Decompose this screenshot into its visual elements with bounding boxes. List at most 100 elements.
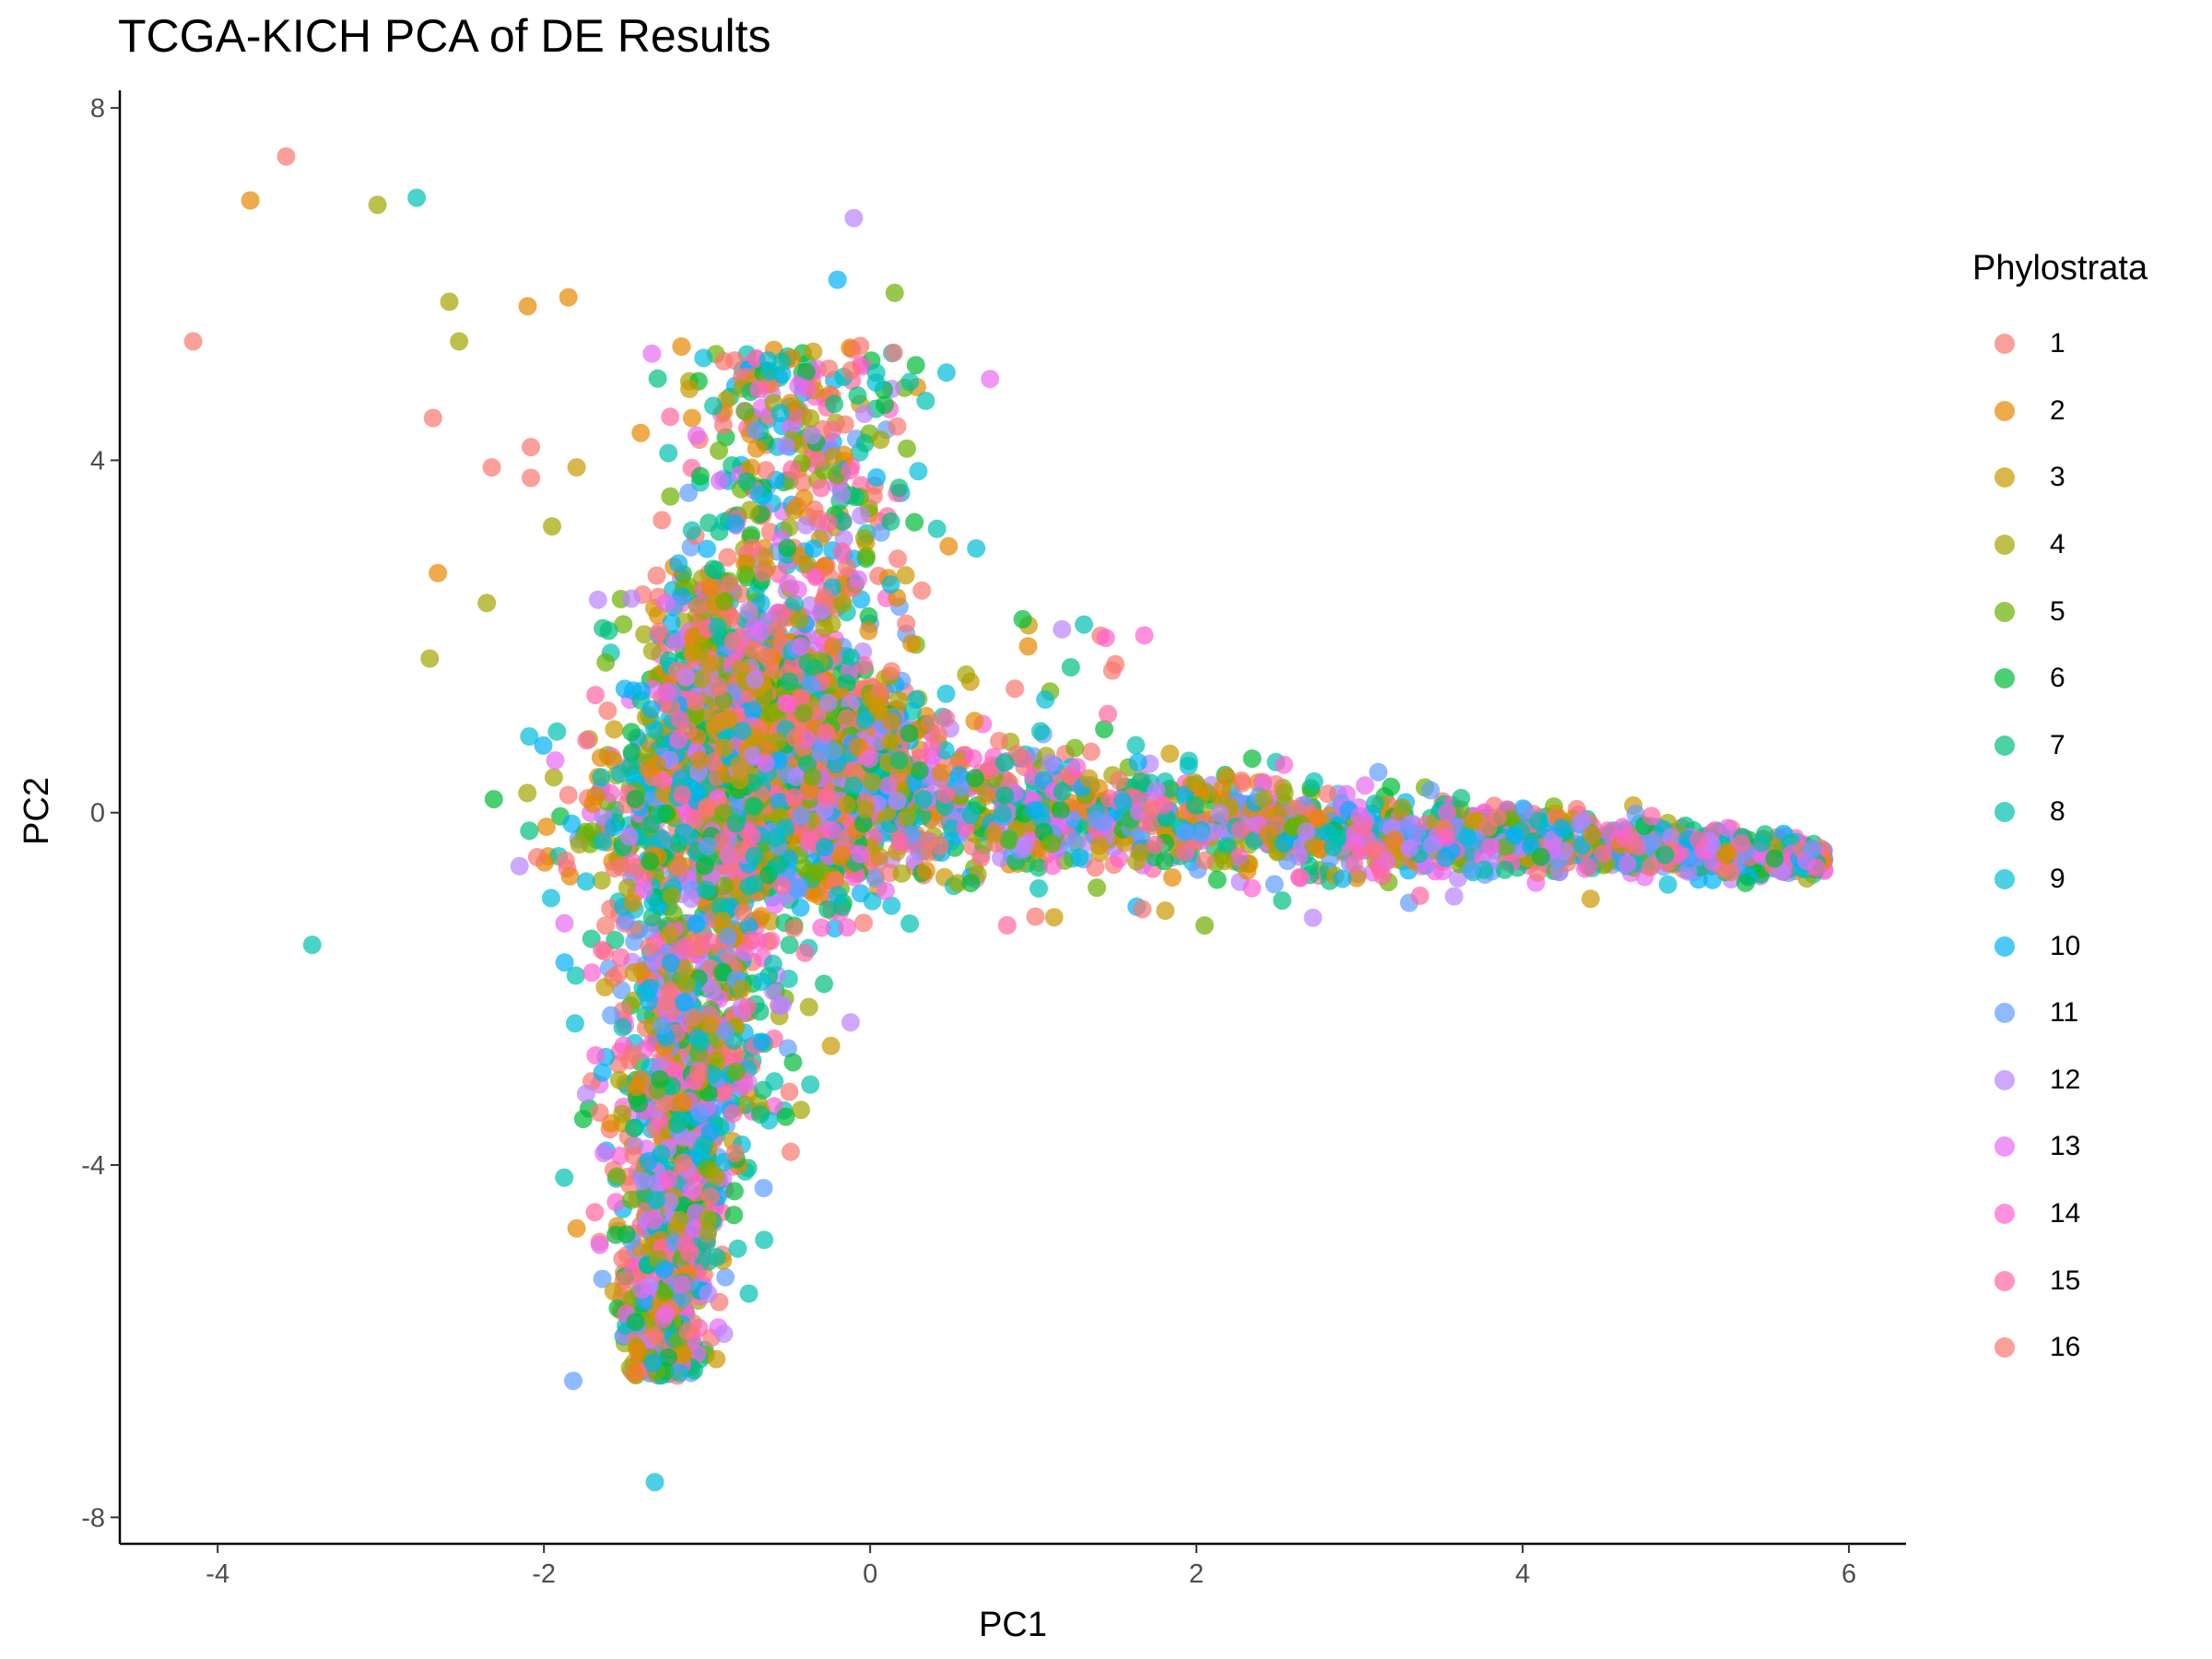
- data-point-ps13: [666, 633, 686, 652]
- data-point-ps3: [660, 925, 679, 945]
- data-point-ps6: [859, 606, 878, 626]
- data-point-ps4: [642, 641, 662, 661]
- data-point-ps12: [651, 1056, 670, 1076]
- data-point-ps13: [682, 1181, 701, 1200]
- data-point-ps8: [728, 1239, 747, 1258]
- data-point-ps6: [484, 790, 503, 809]
- data-point-ps1: [1232, 771, 1252, 790]
- data-point-ps8: [765, 1072, 784, 1091]
- data-point-ps7: [815, 974, 833, 994]
- data-point-ps11: [778, 1039, 797, 1058]
- data-point-ps7: [642, 908, 662, 927]
- data-point-ps14: [964, 748, 982, 768]
- data-point-ps10: [1275, 834, 1294, 853]
- data-point-ps9: [694, 348, 713, 368]
- data-point-ps1: [753, 563, 772, 582]
- data-point-ps7: [818, 900, 838, 919]
- data-point-ps1: [884, 343, 903, 362]
- data-point-ps5: [857, 547, 876, 566]
- data-point-ps9: [643, 893, 663, 912]
- data-point-ps1: [1081, 742, 1100, 761]
- data-point-ps1: [688, 596, 708, 616]
- data-point-ps13: [594, 1144, 614, 1163]
- data-point-ps2: [1385, 830, 1405, 850]
- data-point-ps15: [586, 686, 606, 705]
- data-point-ps8: [900, 372, 920, 392]
- data-point-ps7: [520, 821, 539, 841]
- data-point-ps15: [585, 1203, 605, 1222]
- data-point-ps4: [592, 871, 611, 890]
- data-point-ps16: [819, 359, 839, 378]
- data-point-ps9: [907, 690, 926, 709]
- data-point-ps8: [1075, 615, 1094, 634]
- data-point-ps7: [889, 478, 909, 498]
- data-point-ps11: [1369, 762, 1388, 782]
- data-point-ps13: [732, 1077, 751, 1096]
- data-point-ps10: [669, 554, 688, 573]
- data-point-ps5: [596, 653, 616, 672]
- data-point-ps16: [888, 549, 907, 569]
- data-point-ps8: [1180, 751, 1198, 771]
- data-point-ps12: [739, 601, 759, 620]
- data-point-ps6: [622, 723, 641, 742]
- data-point-ps9: [936, 363, 956, 382]
- data-point-ps2: [1213, 779, 1232, 798]
- data-point-ps6: [778, 538, 797, 558]
- data-point-ps16: [624, 1146, 643, 1165]
- data-point-ps13: [981, 370, 1000, 389]
- data-point-ps1: [650, 622, 669, 641]
- data-point-ps8: [691, 1033, 710, 1053]
- data-point-ps8: [707, 1248, 726, 1266]
- data-point-ps10: [805, 539, 823, 559]
- data-point-ps8: [711, 897, 730, 916]
- data-point-ps1: [780, 1082, 799, 1101]
- data-point-ps6: [876, 395, 894, 415]
- data-point-ps3: [595, 978, 615, 996]
- data-point-ps13: [555, 913, 574, 933]
- data-point-ps14: [812, 918, 831, 937]
- data-point-ps15: [1579, 857, 1598, 877]
- data-point-ps2: [747, 439, 766, 458]
- data-point-ps12: [773, 995, 792, 1014]
- data-point-ps11: [865, 869, 885, 888]
- data-point-ps5: [898, 439, 916, 458]
- data-point-ps1: [854, 913, 873, 933]
- data-point-ps11: [716, 1267, 735, 1287]
- data-point-ps15: [1099, 704, 1117, 724]
- data-point-ps7: [833, 512, 853, 531]
- data-point-ps2: [682, 408, 701, 428]
- data-point-ps1: [757, 461, 776, 480]
- data-point-ps16: [835, 415, 854, 434]
- data-point-ps9: [1036, 690, 1055, 709]
- data-point-ps4: [618, 878, 637, 898]
- data-point-ps12: [714, 1324, 734, 1343]
- data-point-ps7: [648, 369, 667, 388]
- data-point-ps4: [892, 864, 912, 883]
- data-point-ps13: [849, 570, 867, 589]
- data-point-ps11: [789, 878, 808, 897]
- data-point-ps2: [1018, 637, 1038, 656]
- data-point-ps13: [1356, 776, 1375, 795]
- data-point-ps16: [864, 487, 883, 506]
- data-point-ps10: [739, 916, 759, 935]
- data-point-ps10: [604, 818, 623, 837]
- data-point-ps5: [621, 1190, 641, 1209]
- data-point-ps6: [905, 512, 924, 532]
- data-point-ps16: [838, 558, 856, 577]
- data-point-ps6: [1242, 749, 1262, 769]
- data-point-ps9: [636, 983, 655, 1003]
- data-point-ps3: [1044, 908, 1064, 927]
- data-point-ps5: [735, 402, 755, 421]
- data-point-ps16: [713, 416, 733, 434]
- data-point-ps14: [806, 568, 826, 587]
- data-point-ps16: [990, 732, 1009, 750]
- data-point-ps12: [1303, 908, 1323, 927]
- data-point-ps13: [642, 344, 662, 363]
- data-point-ps8: [1217, 836, 1236, 855]
- data-point-ps2: [560, 866, 580, 886]
- data-point-ps14: [1096, 629, 1115, 648]
- data-point-ps7: [599, 621, 618, 641]
- data-point-ps15: [795, 943, 815, 962]
- data-point-ps1: [1006, 679, 1025, 699]
- data-point-ps3: [605, 720, 624, 739]
